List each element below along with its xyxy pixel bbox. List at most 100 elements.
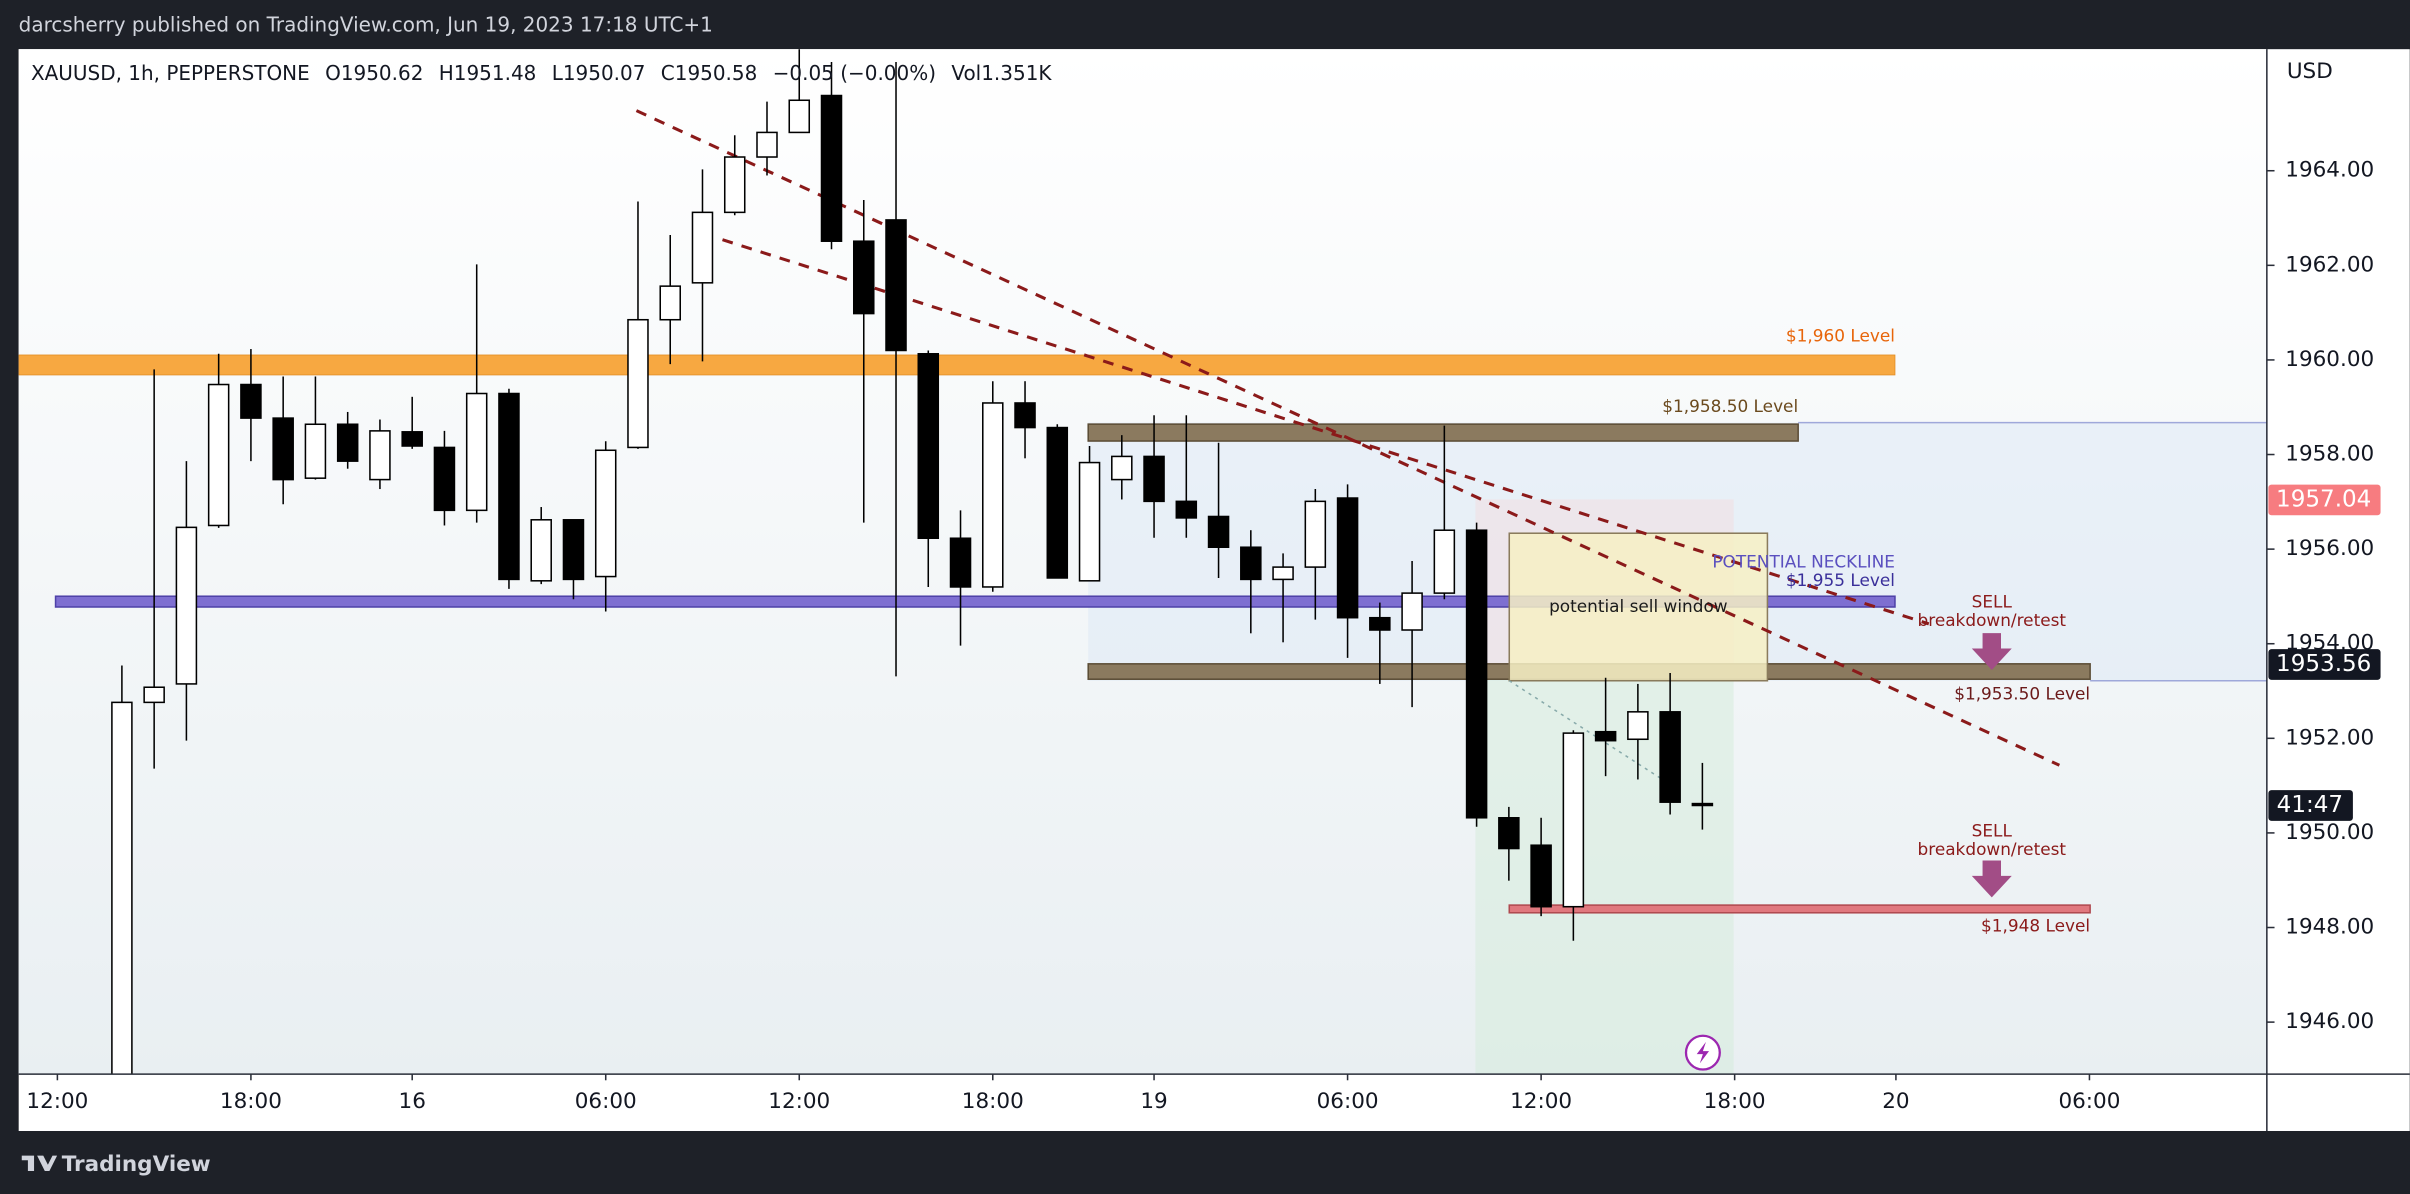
x-tick-label: 12:00 [1510,1089,1572,1114]
price-badge-label: 1957.04 [2276,486,2371,512]
candle-body [207,383,230,527]
candle-body [982,402,1004,588]
candle-body [659,285,681,321]
x-tick-label: 06:00 [2058,1089,2120,1114]
candle-body [820,94,843,242]
candle-body [1401,592,1423,631]
candle-body [1594,730,1617,742]
legend-value: L1950.07 [552,60,646,84]
price-badge [2268,649,2381,680]
level-label: $1,953.50 Level [1954,684,2090,704]
candle-body [240,383,262,419]
level-band [54,595,1896,608]
candle-body [1078,461,1101,582]
candle-body [1627,711,1649,741]
y-tick-label: 1960.00 [2285,347,2374,372]
candle-body [562,519,585,581]
x-tick-label: 06:00 [1317,1089,1379,1114]
y-tick-label: 1950.00 [2285,820,2374,845]
symbol: XAUUSD, 1h, PEPPERSTONE [31,60,310,84]
x-tick-label: 06:00 [575,1089,637,1114]
sell-label: breakdown/retest [1918,610,2067,630]
brand: TradingView [62,1152,211,1177]
candle-body [627,318,649,449]
level-label: POTENTIAL NECKLINE [1712,551,1895,571]
level-label: $1,948 Level [1981,916,2090,936]
candle-body [401,431,423,447]
x-tick-label: 18:00 [962,1089,1024,1114]
countdown: 41:47 [2277,792,2343,818]
legend-value: −0.05 (−0.00%) [773,60,936,84]
target-zone [1475,668,1734,1075]
level-label: $1,960 Level [1786,326,1895,346]
candle-body [1175,500,1198,519]
candle-body [691,211,714,284]
candle-body [1111,455,1133,481]
y-tick-label: 1952.00 [2285,725,2374,750]
guide-line [1508,680,1670,785]
sell-label: SELL [1972,591,2013,611]
candle-body [1240,546,1262,581]
x-tick-label: 20 [1882,1089,1909,1114]
x-tick-label: 12:00 [768,1089,830,1114]
candle-body [498,392,520,581]
y-tick-label: 1946.00 [2285,1009,2374,1034]
y-tick-label: 1948.00 [2285,915,2374,940]
legend-value: H1951.48 [439,60,537,84]
candle-body [336,423,359,462]
y-tick-label: 1956.00 [2285,536,2374,561]
level-label: $1,958.50 Level [1662,396,1798,416]
sell-window-box [1508,532,1769,682]
candle-body [530,519,552,582]
candle-body [1272,566,1294,581]
level-label: $1,955 Level [1786,570,1895,590]
candle-body [369,430,391,481]
legend-value: C1950.58 [661,60,758,84]
level-band [1087,423,1799,442]
candle-body [1530,844,1552,908]
legend-value: O1950.62 [325,60,423,84]
arrow-icon [1971,633,2012,670]
price-badge-label: 1953.56 [2276,651,2371,677]
candle-body [1336,497,1359,619]
x-tick-label: 18:00 [1704,1089,1766,1114]
candle-body [1143,455,1165,503]
annotations: $1,960 Level $1,958.50 Level POTENTIAL N… [1549,326,2090,1071]
candle-body [304,423,327,479]
box-label: potential sell window [1549,596,1728,616]
candle-body [1465,529,1488,819]
candle-body [143,686,165,704]
candles [111,49,1714,1075]
candle-body [852,240,875,315]
x-tick-label: 12:00 [26,1089,88,1114]
level-band [18,354,1896,376]
sell-label: SELL [1972,820,2013,840]
candle-body [111,701,133,1075]
publisher: darcsherry published on TradingView.com,… [19,13,713,37]
price-badge [2268,484,2381,516]
y-tick-label: 1964.00 [2285,158,2374,183]
candle-body [272,417,294,481]
trend-line [635,109,2061,767]
candle-body [433,446,456,512]
arrow-icon [1971,860,2012,898]
y-tick-label: 1962.00 [2285,252,2374,277]
sell-label: breakdown/retest [1918,839,2067,859]
candle-body [885,219,907,352]
candle-body [465,392,488,512]
legend: XAUUSD, 1h, PEPPERSTONE O1950.62 H1951.48 L… [31,60,1052,84]
candle-body [1014,402,1036,429]
candle-body [175,526,198,685]
candle-body [594,449,617,578]
x-tick-label: 16 [399,1089,426,1114]
axes: 1946.001948.001950.001952.001954.001956.… [26,158,2381,1114]
candle-body [1691,802,1714,807]
currency: USD [2287,59,2333,84]
candle-body [1433,529,1456,594]
candle-body [1369,616,1391,631]
candle-body [949,537,972,588]
candle-body [788,99,811,134]
countdown-badge [2268,790,2353,821]
candle-body [1498,817,1520,850]
